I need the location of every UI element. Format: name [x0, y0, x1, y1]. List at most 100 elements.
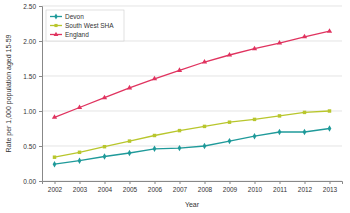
y-tick: 0.00	[23, 178, 42, 185]
x-tick: 2002	[48, 181, 63, 193]
y-tick-label: 0.50	[23, 143, 36, 150]
series-marker	[152, 76, 157, 81]
x-tick: 2006	[148, 181, 163, 193]
x-tick-mark	[80, 181, 81, 184]
series-marker	[53, 161, 57, 167]
legend-item: Devon	[50, 13, 84, 20]
series-marker	[178, 129, 181, 132]
chart: 0.00 0.50 1.00 1.50 2.00 2.50 2002 2003 2004 2005…	[0, 0, 350, 213]
y-tick-mark	[39, 111, 42, 112]
series-marker	[328, 109, 331, 112]
series-marker	[128, 139, 131, 142]
plot-area: 0.00 0.50 1.00 1.50 2.00 2.50 2002 2003 2004 2005…	[23, 3, 342, 193]
series-marker	[253, 118, 256, 121]
y-tick-label: 2.00	[23, 38, 36, 45]
y-tick: 2.50	[23, 3, 42, 10]
y-axis-line	[39, 7, 43, 182]
x-axis-title: Year	[185, 201, 200, 208]
x-tick: 2010	[248, 181, 263, 193]
series-marker	[78, 151, 81, 154]
x-tick-mark	[205, 181, 206, 184]
x-tick-label: 2009	[223, 186, 238, 193]
x-tick-mark	[255, 181, 256, 184]
grid	[42, 6, 342, 181]
y-tick: 2.00	[23, 38, 42, 45]
series-line	[55, 129, 330, 165]
series-marker	[203, 143, 207, 149]
series-marker	[78, 157, 82, 163]
grid-line	[42, 76, 342, 77]
series-marker	[228, 138, 232, 144]
y-tick-mark	[39, 146, 42, 147]
legend: Devon South West SHA England	[46, 10, 124, 41]
series-marker	[178, 145, 182, 151]
series-marker	[153, 134, 156, 137]
series-marker	[153, 146, 157, 152]
legend-box	[46, 10, 124, 41]
series-marker	[203, 125, 206, 128]
grid-line	[42, 6, 342, 7]
series-marker	[278, 129, 282, 135]
y-tick: 1.00	[23, 108, 42, 115]
y-tick-label: 0.00	[23, 178, 36, 185]
y-tick-label: 2.50	[23, 3, 36, 10]
series-marker	[328, 125, 332, 131]
legend-marker	[54, 32, 59, 36]
series-marker	[278, 114, 281, 117]
series	[53, 125, 332, 167]
x-tick-label: 2008	[198, 186, 213, 193]
series-marker	[128, 150, 132, 156]
grid-line	[42, 146, 342, 147]
x-tick: 2003	[73, 181, 88, 193]
x-tick: 2011	[273, 181, 287, 193]
series-marker	[327, 28, 332, 33]
x-tick-label: 2004	[98, 186, 113, 193]
x-tick: 2005	[123, 181, 138, 193]
x-axis-line	[43, 182, 343, 185]
x-tick-mark	[305, 181, 306, 184]
series-marker	[53, 155, 56, 158]
legend-label: England	[65, 31, 89, 39]
x-tick-label: 2005	[123, 186, 138, 193]
series-marker	[102, 95, 107, 100]
series-marker	[127, 85, 132, 90]
data-marks	[52, 28, 332, 167]
series-marker	[202, 59, 207, 64]
x-tick-mark	[180, 181, 181, 184]
series-marker	[303, 129, 307, 135]
x-tick-label: 2006	[148, 186, 163, 193]
series-marker	[302, 34, 307, 39]
y-tick-mark	[39, 181, 42, 182]
x-tick-label: 2012	[298, 186, 313, 193]
y-tick: 1.50	[23, 73, 42, 80]
x-tick-mark	[105, 181, 106, 184]
series	[52, 28, 332, 119]
x-tick-mark	[55, 181, 56, 184]
y-tick-mark	[39, 76, 42, 77]
y-tick-mark	[39, 41, 42, 42]
y-tick-mark	[39, 6, 42, 7]
series-marker	[253, 133, 257, 139]
grid-line	[42, 111, 342, 112]
series-marker	[252, 46, 257, 51]
series-marker	[177, 67, 182, 72]
series-marker	[227, 52, 232, 57]
series-line	[55, 111, 330, 157]
series-marker	[103, 153, 107, 159]
y-tick: 0.50	[23, 143, 42, 150]
legend-label: Devon	[65, 13, 84, 20]
x-tick-label: 2010	[248, 186, 263, 193]
x-tick: 2009	[223, 181, 238, 193]
y-axis-title: Rate per 1,000 population aged 15-59	[5, 34, 13, 152]
x-tick: 2008	[198, 181, 213, 193]
legend-item: England	[50, 31, 89, 39]
legend-line	[50, 25, 62, 26]
x-tick-label: 2011	[273, 186, 287, 193]
x-tick-label: 2002	[48, 186, 63, 193]
x-tick-mark	[230, 181, 231, 184]
legend-marker	[54, 14, 57, 20]
y-axis: 0.00 0.50 1.00 1.50 2.00 2.50	[23, 3, 42, 185]
series-marker	[303, 111, 306, 114]
legend-item: South West SHA	[50, 22, 114, 29]
x-tick: 2004	[98, 181, 113, 193]
